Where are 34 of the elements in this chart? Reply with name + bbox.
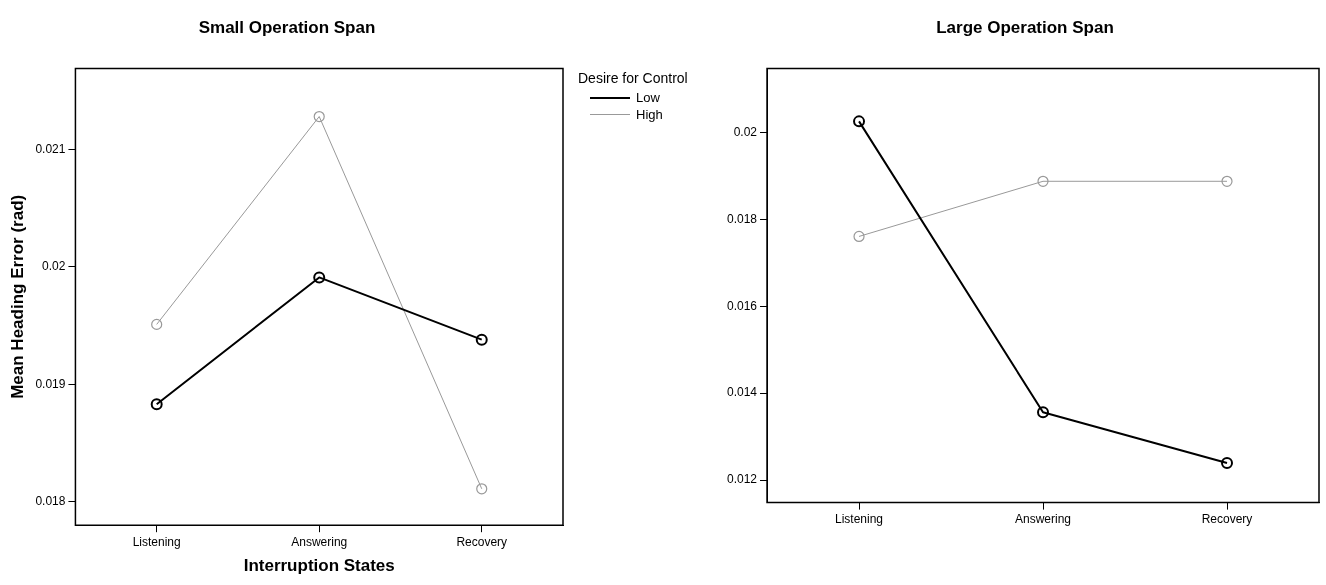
chart-title: Large Operation Span: [936, 17, 1114, 37]
point: [1037, 175, 1049, 187]
point: [313, 110, 325, 123]
x-tick-label: Listening: [835, 512, 884, 527]
point: [1221, 175, 1233, 187]
y-axis-title: Mean Heading Error (rad): [7, 194, 27, 399]
y-tick-label: 0.018: [35, 494, 66, 509]
point: [151, 318, 163, 330]
point: [853, 230, 865, 243]
x-axis-title: Interruption States: [243, 556, 395, 576]
point: [476, 483, 488, 495]
point: [1037, 406, 1050, 419]
y-tick-label: 0.02: [733, 124, 758, 139]
chart-title: Small Operation Span: [198, 17, 376, 37]
y-tick-label: 0.019: [35, 376, 66, 391]
legend-label: Low: [636, 90, 660, 105]
x-tick-label: Recovery: [1201, 512, 1253, 527]
y-tick-label: 0.021: [35, 141, 66, 156]
y-tick-label: 0.014: [727, 385, 758, 400]
point: [853, 115, 866, 128]
x-tick-label: Answering: [1015, 512, 1072, 527]
point: [313, 271, 326, 284]
x-tick-label: Recovery: [456, 534, 508, 549]
y-tick-label: 0.02: [42, 259, 66, 274]
y-tick-label: 0.018: [727, 211, 758, 226]
legend-label: High: [636, 107, 663, 122]
point: [150, 398, 163, 411]
legend-title: Desire for Control: [578, 70, 689, 86]
point: [1221, 457, 1234, 470]
x-tick-label: Listening: [132, 534, 181, 549]
y-tick-label: 0.016: [727, 298, 758, 313]
y-tick-label: 0.012: [727, 472, 758, 487]
x-tick-label: Answering: [291, 534, 348, 549]
point: [475, 333, 488, 346]
